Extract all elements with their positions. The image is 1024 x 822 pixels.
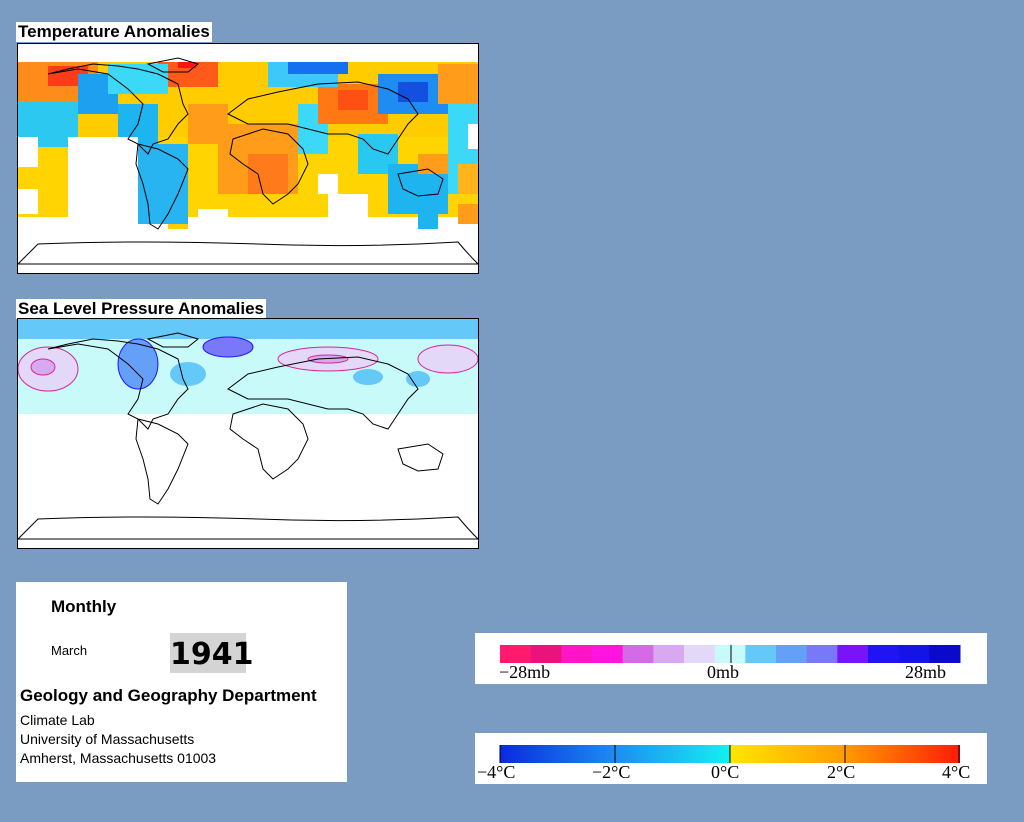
temp-label-neg2: −2°C bbox=[592, 762, 630, 782]
temperature-title: Temperature Anomalies bbox=[16, 22, 212, 42]
temperature-map-coastlines bbox=[18, 57, 478, 265]
pressure-label-min: −28mb bbox=[499, 662, 550, 682]
pressure-swatch bbox=[622, 645, 654, 663]
pressure-anomaly-field bbox=[18, 319, 478, 548]
pressure-swatch bbox=[684, 645, 716, 663]
pressure-swatch bbox=[714, 645, 746, 663]
temperature-anomaly-field bbox=[18, 44, 478, 273]
pressure-swatch bbox=[592, 645, 624, 663]
temp-label-max: 4°C bbox=[942, 762, 970, 782]
pressure-swatch bbox=[653, 645, 685, 663]
temperature-legend: −4°C −2°C 0°C 2°C 4°C bbox=[475, 733, 987, 784]
pressure-swatch bbox=[868, 645, 900, 663]
temp-label-zero: 0°C bbox=[711, 762, 739, 782]
temp-label-min: −4°C bbox=[477, 762, 515, 782]
pressure-legend: −28mb 0mb 28mb bbox=[475, 633, 987, 684]
pressure-color-scale bbox=[500, 645, 961, 663]
pressure-swatch bbox=[806, 645, 838, 663]
pressure-swatch bbox=[898, 645, 930, 663]
pressure-swatch bbox=[837, 645, 869, 663]
pressure-label-max: 28mb bbox=[905, 662, 946, 682]
temp-label-pos2: 2°C bbox=[827, 762, 855, 782]
lab-name: Climate Lab bbox=[20, 712, 95, 728]
pressure-swatch bbox=[745, 645, 777, 663]
university-name: University of Massachusetts bbox=[20, 731, 195, 747]
pressure-swatch bbox=[530, 645, 562, 663]
frequency-label: Monthly bbox=[51, 597, 117, 616]
pressure-anomaly-map bbox=[17, 318, 479, 549]
pressure-swatch bbox=[776, 645, 808, 663]
address-line: Amherst, Massachusetts 01003 bbox=[20, 750, 217, 766]
month-label: March bbox=[51, 643, 88, 658]
pressure-label-zero: 0mb bbox=[707, 662, 739, 682]
info-box: Monthly March 1941 Geology and Geography… bbox=[16, 582, 347, 782]
pressure-swatch bbox=[929, 645, 961, 663]
pressure-swatch bbox=[500, 645, 532, 663]
pressure-swatch bbox=[561, 645, 593, 663]
department-name: Geology and Geography Department bbox=[20, 686, 317, 705]
pressure-map-coastlines bbox=[18, 332, 478, 540]
temperature-anomaly-map bbox=[17, 43, 479, 274]
year-display: 1941 bbox=[170, 633, 254, 673]
pressure-title: Sea Level Pressure Anomalies bbox=[16, 299, 267, 319]
